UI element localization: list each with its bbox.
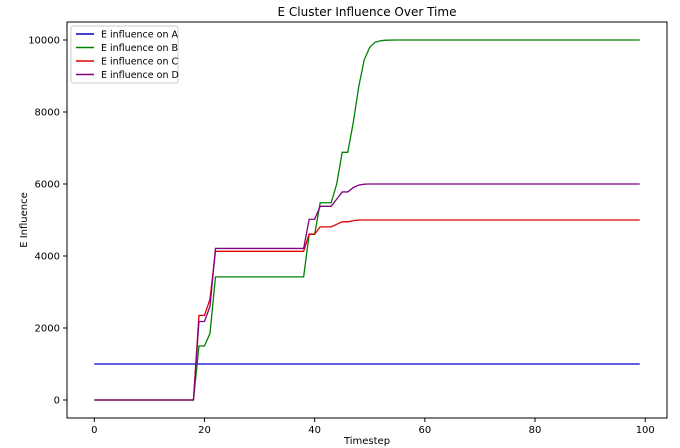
y-tick-label: 6000 <box>35 180 60 191</box>
y-tick-label: 10000 <box>28 36 60 47</box>
y-tick-label: 0 <box>54 396 60 407</box>
chart-title: E Cluster Influence Over Time <box>278 5 457 19</box>
series-line-1 <box>94 39 640 401</box>
legend-label: E influence on A <box>101 30 178 41</box>
series-line-3 <box>94 183 640 401</box>
y-axis-label: E Influence <box>19 192 30 248</box>
legend-label: E influence on B <box>101 43 178 54</box>
x-tick-label: 100 <box>636 425 655 436</box>
y-axis: 0 2000 4000 6000 8000 10000 <box>28 36 67 407</box>
x-tick-label: 20 <box>198 425 211 436</box>
legend: E influence on A E influence on B E influe… <box>70 25 179 84</box>
x-tick-label: 0 <box>91 425 97 436</box>
plot-frame <box>66 21 668 419</box>
y-tick-label: 8000 <box>35 108 60 119</box>
legend-box <box>70 25 179 84</box>
x-axis: 0 20 40 60 80 100 <box>91 418 655 436</box>
y-tick-label: 2000 <box>35 324 60 335</box>
plot-area <box>94 39 640 401</box>
x-tick-label: 60 <box>418 425 431 436</box>
legend-label: E influence on C <box>101 57 178 68</box>
x-axis-label: Timestep <box>343 436 390 447</box>
y-tick-label: 4000 <box>35 252 60 263</box>
x-tick-label: 40 <box>308 425 321 436</box>
x-tick-label: 80 <box>529 425 542 436</box>
series-line-2 <box>94 219 640 401</box>
legend-label: E influence on D <box>101 70 179 81</box>
